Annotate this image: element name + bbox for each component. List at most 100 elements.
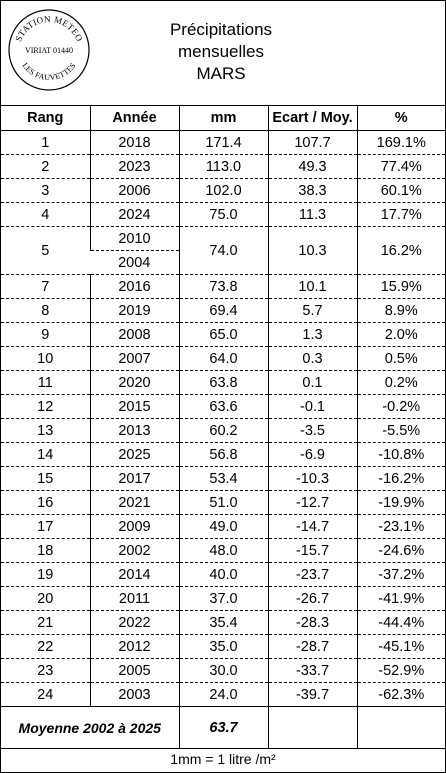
header-mm: mm — [178, 106, 268, 131]
cell-ecart: -15.7 — [267, 538, 357, 563]
cell-pct: 0.2% — [356, 370, 445, 395]
cell-pct: -45.1% — [356, 634, 445, 659]
cell-rang: 15 — [1, 466, 90, 491]
cell-rang: 5 — [1, 226, 90, 275]
cell-annee: 2006 — [89, 178, 179, 203]
cell-rang: 22 — [1, 634, 90, 659]
table-row: 12 2015 63.6 -0.1 -0.2% — [1, 394, 445, 419]
cell-pct: 16.2% — [356, 226, 445, 275]
cell-mm: 113.0 — [178, 154, 268, 179]
title-line-3: MARS — [196, 64, 246, 83]
table-row: 13 2013 60.2 -3.5 -5.5% — [1, 418, 445, 443]
cell-pct: -10.8% — [356, 442, 445, 467]
cell-annee: 2015 — [89, 394, 179, 419]
cell-ecart: -33.7 — [267, 658, 357, 683]
cell-pct: -5.5% — [356, 418, 445, 443]
cell-ecart: 11.3 — [267, 202, 357, 227]
table-row: 14 2025 56.8 -6.9 -10.8% — [1, 442, 445, 467]
cell-pct: 17.7% — [356, 202, 445, 227]
cell-pct: -24.6% — [356, 538, 445, 563]
cell-ecart: -10.3 — [267, 466, 357, 491]
cell-annee: 2018 — [89, 130, 179, 155]
cell-pct: -52.9% — [356, 658, 445, 683]
cell-ecart: -28.7 — [267, 634, 357, 659]
cell-ecart: -39.7 — [267, 682, 357, 707]
header: STATION METEO VIRIAT 01440 LES FAUVETTES… — [1, 1, 445, 106]
table-row: 2004 — [1, 250, 445, 275]
cell-annee: 2005 — [89, 658, 179, 683]
cell-pct: 169.1% — [356, 130, 445, 155]
cell-mm: 56.8 — [178, 442, 268, 467]
cell-ecart: -28.3 — [267, 610, 357, 635]
cell-rang: 17 — [1, 514, 90, 539]
cell-pct: 8.9% — [356, 298, 445, 323]
cell-rang: 12 — [1, 394, 90, 419]
stamp-center-text: VIRIAT 01440 — [25, 46, 73, 55]
cell-pct: -37.2% — [356, 562, 445, 587]
cell-annee: 2002 — [89, 538, 179, 563]
cell-annee: 2025 — [89, 442, 179, 467]
cell-rang: 4 — [1, 202, 90, 227]
cell-pct: -41.9% — [356, 586, 445, 611]
cell-rang: 16 — [1, 490, 90, 515]
cell-rang: 19 — [1, 562, 90, 587]
cell-rang: 18 — [1, 538, 90, 563]
cell-annee: 2009 — [89, 514, 179, 539]
cell-pct: 0.5% — [356, 346, 445, 371]
table-header-row: Rang Année mm Ecart / Moy. % — [1, 106, 445, 131]
header-rang: Rang — [1, 106, 90, 131]
cell-pct: -44.4% — [356, 610, 445, 635]
cell-mm: 65.0 — [178, 322, 268, 347]
cell-pct: 60.1% — [356, 178, 445, 203]
table-row: 16 2021 51.0 -12.7 -19.9% — [1, 490, 445, 515]
cell-annee: 2013 — [89, 418, 179, 443]
cell-ecart: 5.7 — [267, 298, 357, 323]
cell-ecart: 1.3 — [267, 322, 357, 347]
average-empty-ecart — [267, 706, 357, 749]
table-row: 21 2022 35.4 -28.3 -44.4% — [1, 610, 445, 635]
cell-rang: 8 — [1, 298, 90, 323]
table-row: 22 2012 35.0 -28.7 -45.1% — [1, 634, 445, 659]
table-row: 18 2002 48.0 -15.7 -24.6% — [1, 538, 445, 563]
cell-mm: 69.4 — [178, 298, 268, 323]
cell-ecart: -26.7 — [267, 586, 357, 611]
table-body: 1 2018 171.4 107.7 169.1% 2 2023 113.0 49.3 77.4%… — [1, 130, 445, 707]
cell-annee: 2017 — [89, 466, 179, 491]
cell-rang: 2 — [1, 154, 90, 179]
table-row: 11 2020 63.8 0.1 0.2% — [1, 370, 445, 395]
cell-ecart: 10.3 — [267, 226, 357, 275]
cell-annee: 2007 — [89, 346, 179, 371]
cell-rang: 3 — [1, 178, 90, 203]
unit-note: 1mm = 1 litre /m² — [170, 751, 276, 767]
cell-ecart: -23.7 — [267, 562, 357, 587]
table-row: 5 2010 74.0 10.3 16.2% — [1, 226, 445, 275]
cell-annee: 2014 — [89, 562, 179, 587]
cell-rang: 14 — [1, 442, 90, 467]
cell-pct: -0.2% — [356, 394, 445, 419]
cell-pct: -23.1% — [356, 514, 445, 539]
cell-ecart: -14.7 — [267, 514, 357, 539]
stamp-bottom-text: LES FAUVETTES — [20, 61, 77, 82]
cell-rang: 11 — [1, 370, 90, 395]
header-ecart: Ecart / Moy. — [267, 106, 357, 131]
cell-mm: 75.0 — [178, 202, 268, 227]
table-row: 23 2005 30.0 -33.7 -52.9% — [1, 658, 445, 683]
cell-ecart: 49.3 — [267, 154, 357, 179]
table-row: 9 2008 65.0 1.3 2.0% — [1, 322, 445, 347]
cell-mm: 63.8 — [178, 370, 268, 395]
weather-station-stamp: STATION METEO VIRIAT 01440 LES FAUVETTES — [8, 9, 90, 91]
ranking-table: Rang Année mm Ecart / Moy. % 1 2018 171.4 1… — [1, 106, 445, 749]
table-row: 4 2024 75.0 11.3 17.7% — [1, 202, 445, 227]
page-title: Précipitations mensuelles MARS — [111, 19, 331, 85]
cell-rang: 23 — [1, 658, 90, 683]
cell-mm: 171.4 — [178, 130, 268, 155]
cell-rang: 24 — [1, 682, 90, 707]
cell-mm: 40.0 — [178, 562, 268, 587]
table-row: 15 2017 53.4 -10.3 -16.2% — [1, 466, 445, 491]
header-annee: Année — [89, 106, 179, 131]
cell-mm: 73.8 — [178, 274, 268, 299]
cell-rang: 9 — [1, 322, 90, 347]
cell-ecart: -0.1 — [267, 394, 357, 419]
cell-rang: 20 — [1, 586, 90, 611]
